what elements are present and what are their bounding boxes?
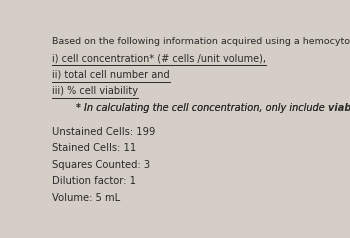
Text: Based on the following information acquired using a hemocytometer, calculate:: Based on the following information acqui…: [52, 37, 350, 46]
Text: * In calculating the cell concentration, only include: * In calculating the cell concentration,…: [76, 103, 328, 113]
Text: ii) total cell number and: ii) total cell number and: [52, 70, 169, 80]
Text: Squares Counted: 3: Squares Counted: 3: [52, 160, 150, 170]
Text: Unstained Cells: 199: Unstained Cells: 199: [52, 127, 155, 137]
Text: iii) % cell viability: iii) % cell viability: [52, 86, 138, 96]
Text: viable cells: viable cells: [328, 103, 350, 113]
Text: Volume: 5 mL: Volume: 5 mL: [52, 193, 120, 203]
Text: Stained Cells: 11: Stained Cells: 11: [52, 143, 136, 153]
Text: i) cell concentration* (# cells /unit volume),: i) cell concentration* (# cells /unit vo…: [52, 53, 266, 63]
Text: * In calculating the cell concentration, only include: * In calculating the cell concentration,…: [76, 103, 328, 113]
Text: Dilution factor: 1: Dilution factor: 1: [52, 176, 136, 186]
